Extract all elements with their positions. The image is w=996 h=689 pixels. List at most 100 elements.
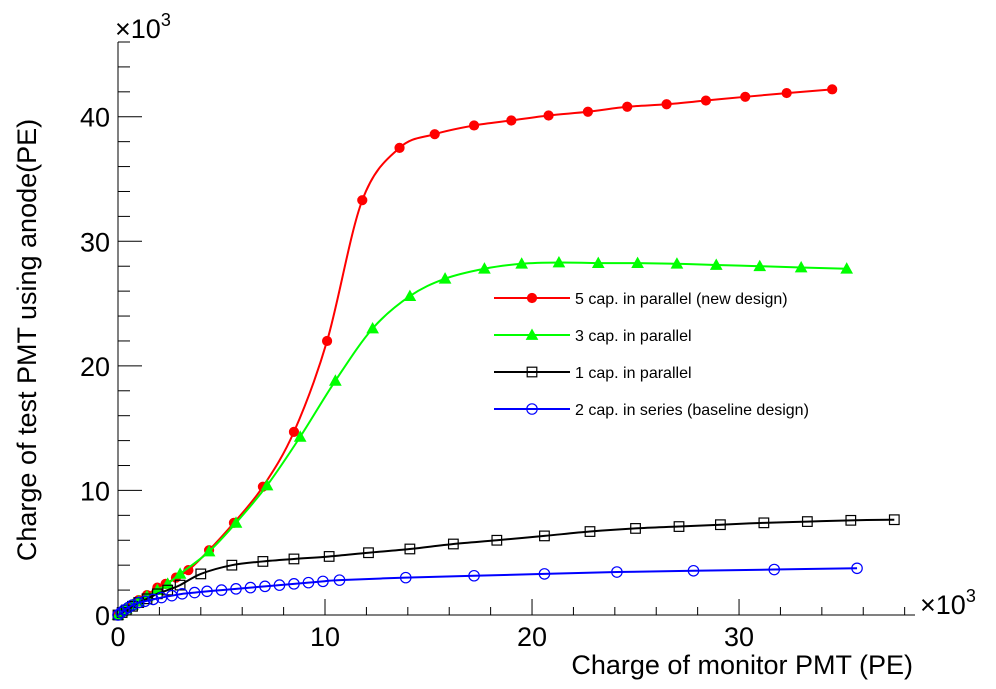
data-point	[394, 142, 405, 153]
legend-entry: 1 cap. in parallel	[494, 365, 692, 382]
data-point	[611, 566, 623, 578]
data-point	[591, 256, 605, 269]
data-point	[753, 259, 767, 272]
legend-entry: 3 cap. in parallel	[494, 328, 692, 345]
data-point	[468, 120, 480, 131]
data-point	[323, 551, 335, 562]
data-point	[801, 516, 813, 527]
legend-marker	[525, 328, 539, 340]
data-point	[321, 335, 333, 347]
legend-marker	[526, 403, 538, 415]
data-point	[288, 578, 300, 590]
legend-label: 2 cap. in series (baseline design)	[575, 402, 809, 419]
y-tick-label: 40	[80, 103, 110, 133]
data-point	[715, 519, 726, 531]
x-tick-label: 10	[310, 622, 340, 652]
y-tick-label: 0	[95, 601, 110, 631]
axes: 0 10 20 30 0 10 20 30 40	[80, 41, 915, 652]
data-point	[273, 579, 286, 591]
data-point	[132, 596, 145, 609]
series-layer	[111, 84, 900, 621]
legend-marker	[526, 366, 538, 378]
x-tick-label: 30	[724, 622, 754, 652]
data-point	[202, 544, 216, 557]
data-point	[229, 516, 243, 528]
data-point	[768, 563, 781, 576]
legend-label: 3 cap. in parallel	[575, 328, 692, 345]
data-point	[630, 523, 641, 534]
x-axis-multiplier-exponent: 3	[966, 586, 976, 606]
data-point	[687, 564, 700, 577]
data-point	[506, 115, 517, 126]
data-point	[230, 583, 242, 595]
data-point	[740, 91, 751, 102]
data-point	[538, 568, 551, 580]
data-point	[543, 110, 554, 121]
legend-label: 5 cap. in parallel (new design)	[575, 291, 788, 308]
data-point	[709, 258, 723, 270]
x-axis-multiplier-base: ×10	[920, 590, 966, 620]
series-4	[112, 562, 863, 621]
data-point	[631, 256, 644, 269]
data-point	[260, 478, 274, 491]
data-point	[257, 556, 269, 567]
legend: 5 cap. in parallel (new design) 3 cap. in…	[494, 291, 809, 419]
data-point	[215, 584, 228, 596]
legend-entry: 2 cap. in series (baseline design)	[494, 402, 809, 419]
data-point	[201, 585, 213, 598]
series-3	[112, 514, 900, 621]
data-point	[515, 257, 529, 269]
series-2	[111, 255, 854, 620]
data-point	[333, 574, 346, 586]
x-axis-title: Charge of monitor PMT (PE)	[571, 650, 913, 680]
data-point	[622, 101, 633, 112]
data-point	[176, 588, 188, 600]
data-point	[700, 95, 712, 106]
series-line	[117, 518, 895, 616]
data-point	[794, 260, 808, 273]
data-point	[126, 599, 139, 611]
data-point	[888, 514, 900, 526]
legend-label: 1 cap. in parallel	[575, 365, 692, 382]
data-point	[399, 571, 412, 584]
data-point	[139, 595, 151, 608]
data-point	[195, 568, 207, 580]
data-point	[293, 430, 307, 442]
data-point	[357, 195, 368, 206]
legend-marker	[526, 292, 538, 304]
data-point	[827, 84, 838, 95]
y-axis-multiplier-base: ×10	[115, 14, 161, 44]
data-point	[329, 374, 342, 386]
data-point	[673, 521, 685, 532]
data-point	[447, 538, 459, 550]
data-point	[582, 106, 594, 117]
data-point	[851, 562, 863, 575]
data-point	[173, 567, 187, 579]
data-point	[429, 129, 440, 140]
data-point	[188, 586, 201, 599]
x-tick-label: 20	[517, 622, 547, 652]
data-point	[259, 580, 271, 593]
data-point	[539, 530, 550, 542]
data-point	[845, 514, 857, 526]
y-axis-title: Charge of test PMT using anode(PE)	[12, 119, 42, 561]
data-point	[403, 289, 417, 302]
y-tick-label: 10	[80, 476, 110, 506]
y-axis-multiplier: ×103	[115, 10, 171, 44]
data-point	[670, 257, 684, 269]
x-tick-label: 0	[110, 622, 125, 652]
data-point	[147, 593, 159, 606]
data-point	[840, 262, 854, 274]
data-point	[584, 526, 596, 537]
data-point	[366, 321, 379, 334]
x-axis-multiplier: ×103	[920, 586, 976, 620]
data-point	[478, 262, 491, 274]
data-point	[491, 534, 503, 546]
data-point	[244, 581, 257, 594]
data-point	[174, 579, 186, 591]
data-point	[288, 426, 300, 437]
data-point	[781, 87, 792, 99]
data-point	[468, 569, 480, 582]
y-axis-multiplier-exponent: 3	[161, 10, 171, 30]
